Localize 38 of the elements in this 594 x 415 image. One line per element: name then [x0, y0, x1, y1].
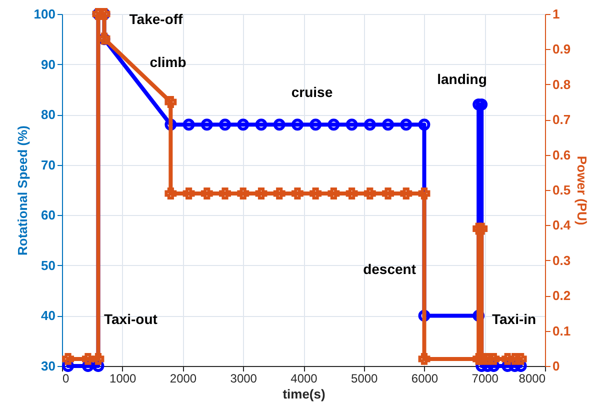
y2-axis-title: Power (PU) — [574, 156, 590, 226]
y2-tick-label: 1 — [552, 6, 560, 22]
x-tick-label: 6000 — [411, 372, 438, 386]
x-tick-label: 8000 — [518, 372, 546, 386]
annotation: Taxi-in — [492, 311, 536, 327]
y2-tick-label: 0.7 — [552, 112, 571, 128]
y2-tick-label: 0.9 — [552, 42, 571, 57]
y2-tick-label: 0.6 — [552, 147, 571, 162]
y2-tick-label: 0.5 — [552, 182, 571, 198]
y2-tick-label: 0.3 — [552, 252, 571, 268]
y2-tick-label: 0.4 — [552, 218, 572, 233]
y-tick-label: 50 — [41, 258, 56, 273]
y-tick-label: 70 — [41, 157, 56, 172]
y-tick-label: 90 — [41, 56, 56, 72]
y2-tick-label: 0.2 — [552, 288, 571, 304]
y2-tick-label: 0 — [552, 358, 560, 374]
y2-tick-label: 0.8 — [552, 76, 571, 92]
annotation: cruise — [291, 84, 333, 100]
x-tick-label: 3000 — [230, 372, 258, 386]
y-tick-label: 80 — [41, 107, 56, 122]
y-tick-label: 100 — [34, 6, 56, 22]
y-tick-label: 30 — [41, 358, 56, 374]
x-tick-label: 5000 — [351, 372, 378, 386]
y2-tick-label: 0.1 — [552, 323, 571, 338]
annotation: climb — [150, 54, 186, 70]
y-axis-title: Rotational Speed (%) — [14, 125, 30, 256]
x-tick-label: 2000 — [170, 372, 197, 386]
annotation: descent — [363, 261, 416, 277]
x-tick-label: 4000 — [290, 372, 318, 386]
x-axis-title: time(s) — [282, 386, 326, 402]
annotation: landing — [437, 71, 487, 87]
annotation: Taxi-out — [104, 311, 158, 327]
y-tick-label: 40 — [41, 308, 56, 324]
x-tick-label: 0 — [62, 372, 70, 386]
x-tick-label: 7000 — [472, 372, 499, 386]
x-tick-label: 1000 — [110, 372, 137, 386]
annotation: Take-off — [129, 11, 184, 27]
y-tick-label: 60 — [41, 208, 56, 223]
